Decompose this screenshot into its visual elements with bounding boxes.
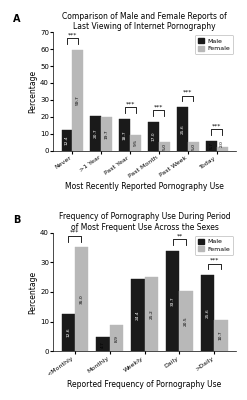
Text: 19.7: 19.7 <box>105 129 109 139</box>
Title: Comparison of Male and Female Reports of
Last Viewing of Internet Pornography: Comparison of Male and Female Reports of… <box>62 12 227 31</box>
Text: 24.4: 24.4 <box>136 310 140 320</box>
Bar <box>179 290 193 351</box>
Text: 25.2: 25.2 <box>149 309 153 319</box>
Text: ***: *** <box>70 230 80 235</box>
Bar <box>188 142 199 151</box>
Bar <box>214 320 227 351</box>
Text: 18.7: 18.7 <box>123 130 127 140</box>
Bar <box>101 118 112 151</box>
Y-axis label: Percentage: Percentage <box>28 270 37 314</box>
Bar <box>201 275 214 351</box>
Text: 8.9: 8.9 <box>114 335 118 342</box>
Bar <box>90 116 101 151</box>
Text: 17.0: 17.0 <box>151 132 156 141</box>
Text: 20.7: 20.7 <box>94 128 98 138</box>
Text: A: A <box>13 14 21 24</box>
Text: **: ** <box>176 234 183 239</box>
Bar <box>62 130 72 151</box>
X-axis label: Reported Frequency of Pornography Use: Reported Frequency of Pornography Use <box>67 380 222 389</box>
Bar <box>96 338 110 351</box>
Text: 25.6: 25.6 <box>206 308 210 318</box>
Text: ***: *** <box>125 102 135 107</box>
Bar <box>119 119 130 151</box>
Text: 4.7: 4.7 <box>101 341 105 348</box>
Bar <box>144 276 158 351</box>
Title: Frequency of Pornography Use During Period
of Most Frequent Use Across the Sexes: Frequency of Pornography Use During Peri… <box>59 212 230 232</box>
Bar <box>62 314 75 351</box>
Text: 12.4: 12.4 <box>65 136 69 145</box>
Text: 5.0: 5.0 <box>191 143 195 150</box>
Text: 25.6: 25.6 <box>180 124 184 134</box>
Text: 5.7: 5.7 <box>209 142 213 150</box>
Y-axis label: Percentage: Percentage <box>28 70 37 113</box>
X-axis label: Most Recently Reported Pornography Use: Most Recently Reported Pornography Use <box>65 182 224 191</box>
Text: 2.0: 2.0 <box>220 140 224 147</box>
Text: 12.6: 12.6 <box>66 328 70 338</box>
Text: ***: *** <box>212 124 221 129</box>
Bar <box>217 148 227 151</box>
Text: ***: *** <box>68 32 77 37</box>
Bar <box>159 142 170 151</box>
Bar <box>177 108 188 151</box>
Text: 20.5: 20.5 <box>184 316 188 326</box>
Text: ***: *** <box>210 258 219 263</box>
Text: 9.5: 9.5 <box>134 139 138 146</box>
Bar <box>148 122 159 151</box>
Text: ***: *** <box>183 90 192 95</box>
Legend: Male, Female: Male, Female <box>195 236 233 255</box>
Bar <box>75 248 88 351</box>
Text: 35.0: 35.0 <box>80 294 83 304</box>
Bar <box>72 50 83 151</box>
Text: 33.7: 33.7 <box>171 296 175 306</box>
Legend: Male, Female: Male, Female <box>195 35 233 54</box>
Bar <box>130 135 141 151</box>
Text: ***: *** <box>154 104 164 110</box>
Bar <box>206 141 217 151</box>
Bar <box>166 251 179 351</box>
Text: 59.7: 59.7 <box>76 95 80 105</box>
Bar <box>131 279 144 351</box>
Text: 10.7: 10.7 <box>219 331 223 340</box>
Text: B: B <box>13 215 21 225</box>
Bar <box>110 325 123 351</box>
Text: 5.0: 5.0 <box>163 143 166 150</box>
